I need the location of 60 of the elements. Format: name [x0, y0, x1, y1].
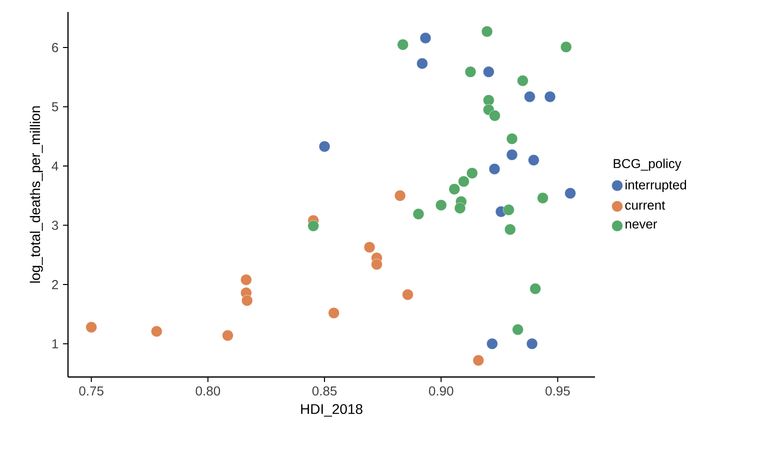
point [416, 58, 428, 70]
point [517, 75, 528, 86]
point [364, 242, 376, 253]
point [524, 91, 536, 102]
x-tick-label: 0.75 [79, 386, 104, 396]
point [240, 274, 252, 286]
point [472, 354, 484, 366]
point [528, 154, 540, 166]
point [560, 41, 572, 53]
y-tick-label: 5 [52, 102, 58, 112]
point [371, 258, 382, 270]
point [420, 32, 432, 44]
point [483, 94, 494, 106]
x-tick-label: 0.95 [546, 386, 570, 396]
point [537, 192, 548, 204]
point [504, 224, 516, 236]
point [318, 140, 330, 152]
point [544, 91, 556, 102]
point [402, 288, 414, 300]
point [328, 307, 340, 319]
point [464, 66, 476, 78]
x-tick-label: 0.85 [312, 386, 337, 396]
point [412, 208, 424, 220]
y-tick-label: 4 [52, 162, 58, 171]
point [503, 204, 514, 216]
point [150, 326, 162, 338]
point [506, 133, 518, 144]
y-tick-label: 6 [52, 42, 58, 52]
y-tick-label: 2 [52, 280, 58, 290]
legend-label: never [626, 221, 658, 229]
point [481, 26, 493, 38]
point [488, 163, 500, 175]
point [435, 200, 447, 211]
point [308, 220, 319, 232]
point [530, 283, 541, 294]
point [483, 66, 494, 78]
point [454, 202, 466, 214]
point [448, 184, 460, 195]
point [526, 338, 538, 350]
legend-title: BCG_policy [614, 158, 682, 171]
point [512, 324, 524, 336]
x-tick-label: 0.80 [196, 386, 220, 396]
legend-label: interrupted [626, 180, 686, 192]
point [241, 294, 253, 306]
point [397, 38, 409, 50]
point [458, 176, 470, 188]
point [86, 322, 97, 333]
y-tick-label: 3 [52, 220, 58, 230]
point [506, 149, 518, 160]
point [564, 188, 576, 199]
y-axis-title: log_total_deaths_per_million [30, 106, 43, 283]
legend-label: current [625, 201, 666, 210]
x-tick-label: 0.90 [428, 386, 454, 396]
point [489, 110, 500, 122]
point [466, 168, 478, 179]
point [394, 190, 406, 202]
point [222, 330, 234, 342]
point [486, 338, 498, 350]
y-tick-label: 1 [52, 339, 58, 348]
x-axis-title: HDI_2018 [301, 404, 362, 417]
